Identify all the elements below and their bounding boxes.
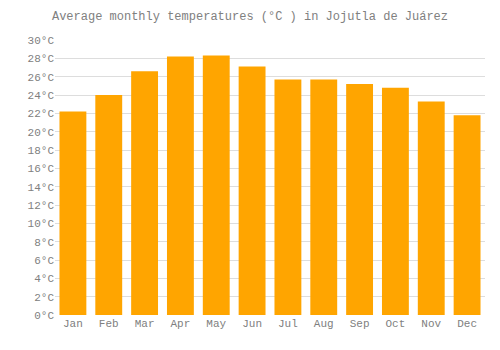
svg-text:16°C: 16°C [28,163,55,175]
svg-text:Dec: Dec [457,318,477,330]
svg-text:Oct: Oct [386,318,406,330]
svg-text:Nov: Nov [421,318,441,330]
svg-text:May: May [206,318,226,330]
svg-text:8°C: 8°C [34,237,54,249]
svg-text:Apr: Apr [171,318,191,330]
svg-text:14°C: 14°C [28,182,55,194]
svg-text:28°C: 28°C [28,53,55,65]
svg-text:Mar: Mar [135,318,155,330]
svg-text:20°C: 20°C [28,127,55,139]
svg-text:Sep: Sep [350,318,370,330]
svg-text:4°C: 4°C [34,273,54,285]
svg-text:Aug: Aug [314,318,334,330]
svg-text:Jul: Jul [278,318,298,330]
svg-text:24°C: 24°C [28,90,55,102]
svg-text:0°C: 0°C [34,310,54,322]
svg-text:Average monthly temperatures (: Average monthly temperatures (°C ) in Jo… [52,10,448,24]
svg-text:6°C: 6°C [34,255,54,267]
svg-text:Feb: Feb [99,318,119,330]
svg-text:26°C: 26°C [28,72,55,84]
svg-text:Jan: Jan [63,318,83,330]
svg-text:18°C: 18°C [28,145,55,157]
svg-text:22°C: 22°C [28,108,55,120]
svg-text:2°C: 2°C [34,292,54,304]
svg-text:30°C: 30°C [28,35,55,47]
svg-text:10°C: 10°C [28,218,55,230]
svg-text:Jun: Jun [242,318,262,330]
svg-text:12°C: 12°C [28,200,55,212]
